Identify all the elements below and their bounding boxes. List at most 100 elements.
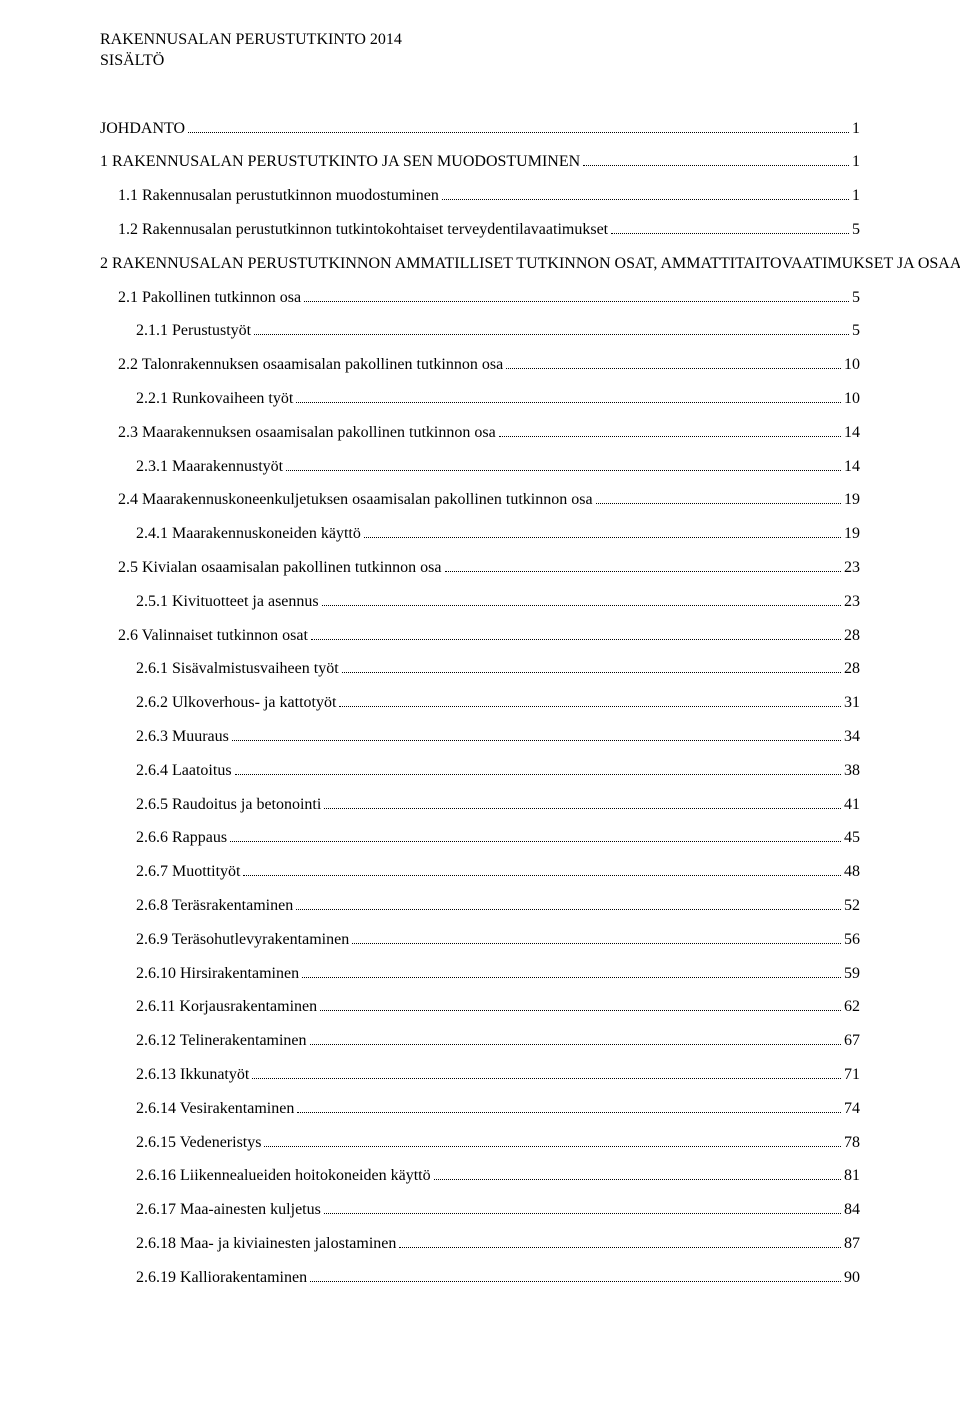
toc-label: 2.6.18 Maa- ja kiviainesten jalostaminen [100,1232,396,1257]
toc-leader-dots [310,1044,841,1045]
toc-page-number: 84 [844,1198,860,1223]
toc-entry: 2.6.15 Vedeneristys78 [100,1131,860,1156]
toc-label: 1.2 Rakennusalan perustutkinnon tutkinto… [100,218,608,243]
toc-leader-dots [243,875,841,876]
toc-leader-dots [254,334,849,335]
toc-leader-dots [286,470,841,471]
toc-page-number: 87 [844,1232,860,1257]
toc-label: 2.1 Pakollinen tutkinnon osa [100,286,301,311]
toc-label: 2.6.10 Hirsirakentaminen [100,962,299,987]
toc-entry: 2.4.1 Maarakennuskoneiden käyttö19 [100,522,860,547]
toc-page-number: 59 [844,962,860,987]
toc-entry: 1.2 Rakennusalan perustutkinnon tutkinto… [100,218,860,243]
toc-page-number: 90 [844,1266,860,1291]
toc-entry: 1 RAKENNUSALAN PERUSTUTKINTO JA SEN MUOD… [100,150,860,175]
toc-leader-dots [342,672,841,673]
toc-label: JOHDANTO [100,117,185,142]
toc-entry: 2.6.14 Vesirakentaminen 74 [100,1097,860,1122]
toc-page-number: 10 [844,387,860,412]
toc-label: 2.6.8 Teräsrakentaminen [100,894,293,919]
toc-page-number: 14 [844,421,860,446]
toc-label: 2.3.1 Maarakennustyöt [100,455,283,480]
toc-page-number: 31 [844,691,860,716]
toc-leader-dots [324,1213,841,1214]
toc-page-number: 5 [852,218,860,243]
toc-label: 1.1 Rakennusalan perustutkinnon muodostu… [100,184,439,209]
header-subtitle: SISÄLTÖ [100,51,860,72]
toc-leader-dots [339,706,841,707]
toc-page-number: 19 [844,488,860,513]
toc-leader-dots [264,1146,841,1147]
toc-label: 2.6.2 Ulkoverhous- ja kattotyöt [100,691,336,716]
toc-leader-dots [230,841,841,842]
toc-entry: 2.2.1 Runkovaiheen työt 10 [100,387,860,412]
toc-page-number: 71 [844,1063,860,1088]
toc-leader-dots [188,132,849,133]
toc-entry: 2.5 Kivialan osaamisalan pakollinen tutk… [100,556,860,581]
toc-entry: 2.6.8 Teräsrakentaminen 52 [100,894,860,919]
toc-entry: 2.4 Maarakennuskoneenkuljetuksen osaamis… [100,488,860,513]
toc-label: 1 RAKENNUSALAN PERUSTUTKINTO JA SEN MUOD… [100,150,580,175]
toc-entry: 2.1 Pakollinen tutkinnon osa5 [100,286,860,311]
toc-label: 2.6.9 Teräsohutlevyrakentaminen [100,928,349,953]
toc-label: 2.6.7 Muottityöt [100,860,240,885]
toc-leader-dots [364,537,841,538]
toc-entry: 2.3.1 Maarakennustyöt14 [100,455,860,480]
toc-page-number: 62 [844,995,860,1020]
toc-entry: 2.6.5 Raudoitus ja betonointi41 [100,793,860,818]
toc-page-number: 56 [844,928,860,953]
toc-leader-dots [320,1010,841,1011]
toc-entry: 2 RAKENNUSALAN PERUSTUTKINNON AMMATILLIS… [100,252,860,277]
toc-leader-dots [322,605,841,606]
toc-page-number: 23 [844,590,860,615]
toc-entry: 2.6.1 Sisävalmistusvaiheen työt 28 [100,657,860,682]
toc-entry: JOHDANTO 1 [100,117,860,142]
toc-entry: 2.6 Valinnaiset tutkinnon osat28 [100,624,860,649]
toc-entry: 2.6.13 Ikkunatyöt71 [100,1063,860,1088]
toc-leader-dots [311,639,841,640]
toc-entry: 2.6.9 Teräsohutlevyrakentaminen 56 [100,928,860,953]
toc-entry: 1.1 Rakennusalan perustutkinnon muodostu… [100,184,860,209]
toc-label: 2.2.1 Runkovaiheen työt [100,387,293,412]
toc-page-number: 1 [852,117,860,142]
toc-page-number: 38 [844,759,860,784]
toc-page-number: 10 [844,353,860,378]
toc-page-number: 67 [844,1029,860,1054]
spacer [100,72,860,108]
toc-label: 2.5.1 Kivituotteet ja asennus [100,590,319,615]
toc-entry: 2.6.4 Laatoitus38 [100,759,860,784]
toc-page-number: 74 [844,1097,860,1122]
toc-entry: 2.3 Maarakennuksen osaamisalan pakolline… [100,421,860,446]
toc-leader-dots [324,808,841,809]
toc-label: 2.1.1 Perustustyöt [100,319,251,344]
toc-page-number: 81 [844,1164,860,1189]
toc-label: 2.6.5 Raudoitus ja betonointi [100,793,321,818]
toc-entry: 2.6.6 Rappaus45 [100,826,860,851]
toc-entry: 2.6.19 Kalliorakentaminen 90 [100,1266,860,1291]
toc-page-number: 78 [844,1131,860,1156]
toc-entry: 2.6.11 Korjausrakentaminen62 [100,995,860,1020]
toc-page-number: 23 [844,556,860,581]
toc-leader-dots [506,368,841,369]
document-page: RAKENNUSALAN PERUSTUTKINTO 2014 SISÄLTÖ … [0,0,960,1339]
toc-page-number: 45 [844,826,860,851]
toc-leader-dots [302,977,841,978]
toc-leader-dots [296,909,841,910]
toc-label: 2.6.14 Vesirakentaminen [100,1097,294,1122]
toc-page-number: 28 [844,657,860,682]
table-of-contents: JOHDANTO 1 1 RAKENNUSALAN PERUSTUTKINTO JA… [100,117,860,1291]
toc-entry: 2.2 Talonrakennuksen osaamisalan pakolli… [100,353,860,378]
toc-page-number: 48 [844,860,860,885]
toc-label: 2.6.1 Sisävalmistusvaiheen työt [100,657,339,682]
toc-leader-dots [297,1112,841,1113]
toc-entry: 2.1.1 Perustustyöt5 [100,319,860,344]
toc-label: 2.6.19 Kalliorakentaminen [100,1266,307,1291]
toc-entry: 2.6.16 Liikennealueiden hoitokoneiden kä… [100,1164,860,1189]
toc-leader-dots [583,165,849,166]
toc-leader-dots [252,1078,841,1079]
toc-page-number: 28 [844,624,860,649]
header-title: RAKENNUSALAN PERUSTUTKINTO 2014 [100,30,860,51]
toc-page-number: 52 [844,894,860,919]
toc-leader-dots [596,503,841,504]
toc-page-number: 34 [844,725,860,750]
